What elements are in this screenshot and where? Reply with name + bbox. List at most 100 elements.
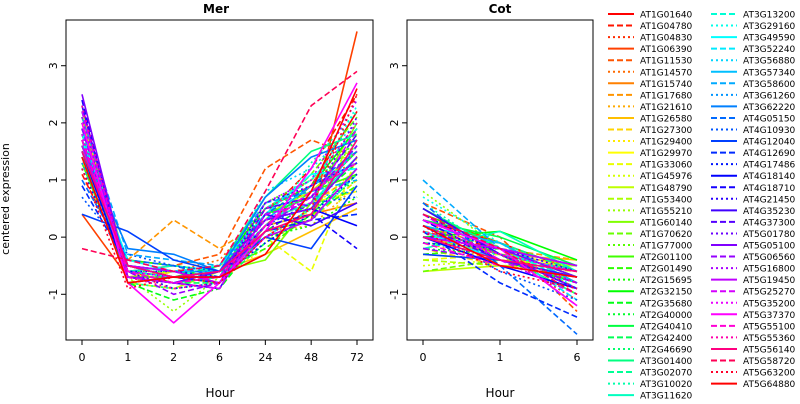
legend-item-AT3G49590: AT3G49590 [711,34,796,44]
legend-item-AT4G21450: AT4G21450 [711,195,796,205]
legend-label: AT5G56140 [743,345,796,355]
legend-item-AT2G40000: AT2G40000 [608,311,693,321]
legend-item-AT5G37370: AT5G37370 [711,311,796,321]
legend-item-AT1G15740: AT1G15740 [608,80,693,90]
mer-x-tick-label: 0 [79,351,86,364]
legend-label: AT5G19450 [743,276,796,286]
legend-label: AT4G37300 [743,218,796,228]
series-line-AT2G40000 [422,247,578,273]
legend-item-AT2G46690: AT2G46690 [608,345,693,355]
legend-label: AT2G32150 [640,288,693,298]
legend-item-AT2G15695: AT2G15695 [608,276,692,286]
legend-label: AT1G48790 [640,184,693,194]
legend-label: AT5G01780 [743,230,796,240]
legend-label: AT2G40410 [640,322,693,332]
series-line-AT5G55360 [81,105,358,290]
legend-item-AT1G04780: AT1G04780 [608,22,693,32]
mer-panel: Mer 0 1 2 6 24 48 72 -1 0 1 2 3 Hour [47,2,374,400]
legend-item-AT5G01780: AT5G01780 [711,230,796,240]
legend-item-AT5G55100: AT5G55100 [711,322,796,332]
legend-label: AT1G77000 [640,242,693,252]
legend-label: AT1G29400 [640,138,693,148]
legend-label: AT1G17680 [640,91,693,101]
legend-item-AT5G06560: AT5G06560 [711,253,796,263]
legend-item-AT3G10020: AT3G10020 [608,380,693,390]
legend-item-AT3G58600: AT3G58600 [711,80,796,90]
mer-axes: 0 1 2 6 24 48 72 -1 0 1 2 3 [47,19,374,364]
legend-item-AT1G70620: AT1G70620 [608,230,693,240]
legend-label: AT5G58720 [743,357,796,367]
legend-label: AT2G46690 [640,345,693,355]
legend-label: AT2G15695 [640,276,692,286]
cot-x-tick-label: 6 [574,351,581,364]
legend-label: AT1G04780 [640,22,693,32]
legend-item-AT1G17680: AT1G17680 [608,91,693,101]
legend-label: AT3G10020 [640,380,693,390]
cot-series-layer [422,179,578,335]
mer-x-tick-label: 2 [170,351,177,364]
legend-item-AT4G18140: AT4G18140 [711,172,796,182]
legend-item-AT1G48790: AT1G48790 [608,184,693,194]
mer-x-tick-label: 24 [258,351,272,364]
mer-y-tick-label: 0 [47,234,60,241]
legend-item-AT1G29970: AT1G29970 [608,149,693,159]
legend-item-AT4G10930: AT4G10930 [711,126,796,136]
legend-label: AT3G01400 [640,357,693,367]
legend-label: AT1G55210 [640,207,693,217]
series-line-AT4G21450 [81,134,358,290]
legend-item-AT3G61260: AT3G61260 [711,91,796,101]
series-line-AT5G25270 [81,111,358,290]
legend-label: AT1G06390 [640,45,693,55]
legend-item-AT4G18710: AT4G18710 [711,184,796,194]
series-line-AT4G12690 [422,230,578,318]
legend-label: AT3G56880 [743,57,796,67]
cot-y-tick-label: 1 [388,177,401,184]
legend-label: AT1G33060 [640,161,693,171]
legend-label: AT2G01490 [640,265,693,275]
legend-item-AT3G13200: AT3G13200 [711,11,796,21]
legend-label: AT1G01640 [640,11,693,21]
legend-label: AT4G12690 [743,149,796,159]
legend-label: AT5G16800 [743,265,796,275]
legend-label: AT4G18710 [743,184,796,194]
legend-label: AT4G18140 [743,172,796,182]
legend-label: AT3G02070 [640,369,693,379]
legend-item-AT1G29400: AT1G29400 [608,138,693,148]
legend-item-AT1G53400: AT1G53400 [608,195,693,205]
series-line-AT5G63200 [81,94,358,290]
legend-label: AT1G26580 [640,114,693,124]
series-line-AT5G56140 [81,139,358,278]
legend-item-AT1G26580: AT1G26580 [608,114,693,124]
legend-item-AT3G02070: AT3G02070 [608,369,693,379]
legend-label: AT3G29160 [743,22,796,32]
series-line-AT5G58720 [81,70,358,273]
cot-x-tick-label: 1 [497,351,504,364]
legend-label: AT2G40000 [640,311,693,321]
legend-item-AT5G55360: AT5G55360 [711,334,796,344]
mer-y-tick-label: -1 [47,289,60,300]
legend-label: AT3G58600 [743,80,796,90]
series-line-AT5G64880 [81,88,358,284]
legend-item-AT3G56880: AT3G56880 [711,57,796,67]
cot-plot-frame [406,19,594,341]
legend-label: AT5G64880 [743,380,796,390]
legend-item-AT3G11620: AT3G11620 [608,392,693,402]
legend-item-AT4G37300: AT4G37300 [711,218,796,228]
legend-label: AT4G17486 [743,161,796,171]
legend-label: AT5G55360 [743,334,796,344]
legend-item-AT5G05100: AT5G05100 [711,242,796,252]
legend-item-AT1G06390: AT1G06390 [608,45,693,55]
cot-y-tick-label: 2 [388,119,401,126]
legend-label: AT3G52240 [743,45,796,55]
legend-label: AT5G25270 [743,288,796,298]
legend-item-AT3G52240: AT3G52240 [711,45,796,55]
legend-label: AT3G11620 [640,392,693,400]
cot-x-tick-label: 0 [420,351,427,364]
legend-label: AT4G21450 [743,195,796,205]
legend-item-AT3G01400: AT3G01400 [608,357,693,367]
legend-label: AT1G27300 [640,126,693,136]
legend-item-AT4G12040: AT4G12040 [711,138,796,148]
